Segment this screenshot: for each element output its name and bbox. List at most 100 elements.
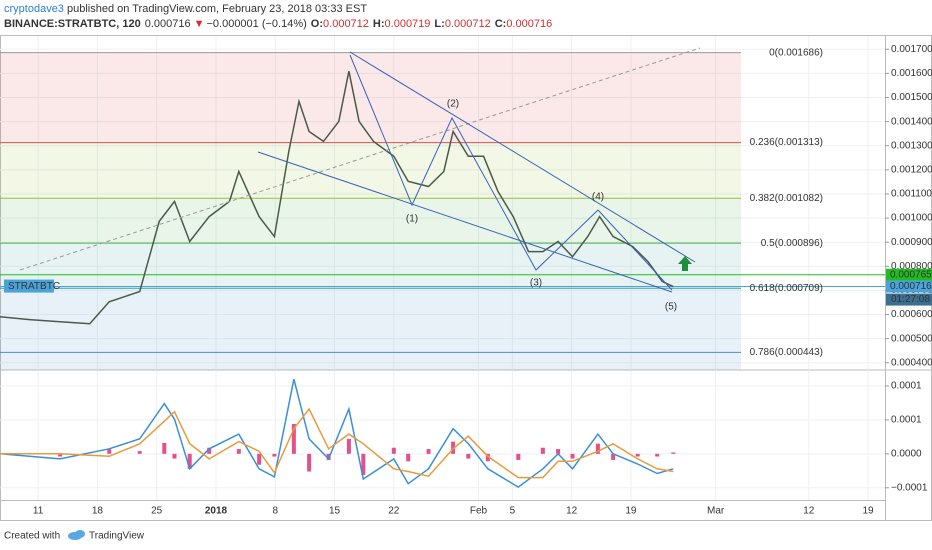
- histogram-bar: [236, 449, 241, 454]
- y-tick-label: −0.0001: [891, 482, 928, 493]
- wave-label: (2): [447, 99, 459, 110]
- x-tick-label: 19: [862, 506, 874, 517]
- x-tick-label: 15: [329, 506, 341, 517]
- price-badge-label: 0.000765: [890, 269, 932, 280]
- c-label: C:: [495, 18, 507, 30]
- x-tick-label: 8: [272, 506, 278, 517]
- upper-trendline: [349, 51, 696, 263]
- price-badge: [886, 268, 932, 281]
- wave-label: (1): [406, 214, 418, 225]
- fib-label: 0.5(0.000896): [761, 238, 823, 249]
- y-tick-label: 0.001400: [891, 116, 932, 127]
- x-tick-label: 11: [33, 506, 44, 517]
- fib-zone: [0, 243, 742, 289]
- timer-badge: [886, 293, 932, 306]
- created-with: Created with: [4, 531, 60, 542]
- series-line: [0, 71, 674, 325]
- histogram-bar: [485, 453, 490, 462]
- price-badge-label: 0.000716: [890, 281, 932, 292]
- histogram-bar: [635, 453, 640, 457]
- histogram-bar: [272, 453, 277, 457]
- drawings: (1) (2) (3) (4) (5): [19, 47, 701, 313]
- histogram-bar: [570, 453, 575, 459]
- fib-label: 0(0.001686): [769, 47, 823, 58]
- histogram-bar: [291, 423, 296, 454]
- histogram-bar: [107, 449, 112, 454]
- y-tick-label: 0.000500: [891, 333, 932, 344]
- fib-zone: [0, 52, 742, 143]
- wave-label: (4): [592, 192, 604, 203]
- x-tick-label: 25: [151, 506, 163, 517]
- histogram-bar: [540, 447, 545, 454]
- author[interactable]: cryptodave3: [4, 3, 64, 15]
- y-tick-label: 0.001200: [891, 164, 932, 175]
- o-label: O:: [311, 18, 323, 30]
- tv-logo: [68, 530, 85, 540]
- timer-label: 01:27:08: [891, 294, 930, 305]
- x-tick-label: 19: [625, 506, 637, 517]
- fib-label: 0.786(0.000443): [750, 347, 823, 358]
- histogram-bar: [207, 447, 212, 454]
- y-tick-label: 0.0000: [891, 448, 922, 459]
- y-tick-label: 0.001700: [891, 44, 932, 55]
- histogram-bar: [556, 449, 561, 454]
- y-tick-label: 0.001100: [891, 189, 932, 200]
- histogram-bar: [466, 453, 471, 459]
- histogram-bar: [671, 452, 676, 454]
- wave-label: (5): [665, 302, 677, 313]
- histogram-bar: [426, 449, 431, 454]
- lower-trendline: [257, 151, 673, 293]
- y-tick-label: 0.000800: [891, 261, 932, 272]
- h: 0.000719: [385, 18, 431, 30]
- y-tick-label: 0.000400: [891, 357, 932, 368]
- histogram-bar: [172, 453, 177, 459]
- y-tick-label: 0.001300: [891, 140, 932, 151]
- x-tick-label: 2018: [205, 506, 228, 517]
- price-badge: [886, 280, 932, 293]
- histogram-bar: [595, 443, 600, 454]
- histogram-bar: [307, 453, 312, 472]
- fib-zone: [0, 352, 742, 370]
- symbol-badge-label: STRATBTC: [8, 281, 60, 292]
- fib-zone: [0, 198, 742, 244]
- l-label: L:: [434, 18, 444, 30]
- fib-label: 0.382(0.001082): [750, 193, 823, 204]
- y-tick-label: 0.001000: [891, 213, 932, 224]
- h-label: H:: [373, 18, 385, 30]
- brand[interactable]: TradingView: [89, 531, 145, 542]
- change: −0.000001 (−0.14%): [206, 18, 306, 30]
- histogram-bar: [611, 453, 616, 460]
- x-tick-label: 18: [92, 506, 104, 517]
- fib-zone: [0, 288, 742, 353]
- x-tick-label: 12: [566, 506, 578, 517]
- histogram-bar: [451, 441, 456, 454]
- symbol-badge: [4, 279, 54, 293]
- histogram-bar: [162, 442, 167, 454]
- series-line: [0, 407, 674, 479]
- histogram-bar: [137, 451, 142, 454]
- series-line: [0, 378, 674, 489]
- o: 0.000712: [323, 18, 369, 30]
- symbol: BINANCE:STRATBTC, 120: [4, 18, 141, 30]
- published: published on TradingView.com, February 2…: [64, 3, 367, 15]
- fib-zone: [0, 142, 742, 199]
- y-tick-label: 0.0001: [891, 415, 922, 426]
- histogram-bar: [58, 453, 63, 457]
- wave-path: [349, 54, 673, 291]
- histogram-bar: [516, 453, 521, 460]
- header-line: cryptodave3 published on TradingView.com…: [4, 3, 367, 15]
- wave-label: (3): [530, 278, 542, 289]
- breakout-arrow: [678, 256, 692, 271]
- histogram-bar: [406, 453, 411, 462]
- histogram-bar: [326, 453, 331, 460]
- histogram-bar: [257, 453, 262, 465]
- histogram-bar: [391, 447, 396, 454]
- y-tick-label: 0.000900: [891, 237, 932, 248]
- x-tick-label: Feb: [470, 506, 488, 517]
- c: 0.000716: [506, 18, 552, 30]
- x-tick-label: 5: [510, 506, 516, 517]
- fib-trend-line: [19, 47, 701, 271]
- arrow: ▼: [194, 18, 205, 30]
- l: 0.000712: [445, 18, 491, 30]
